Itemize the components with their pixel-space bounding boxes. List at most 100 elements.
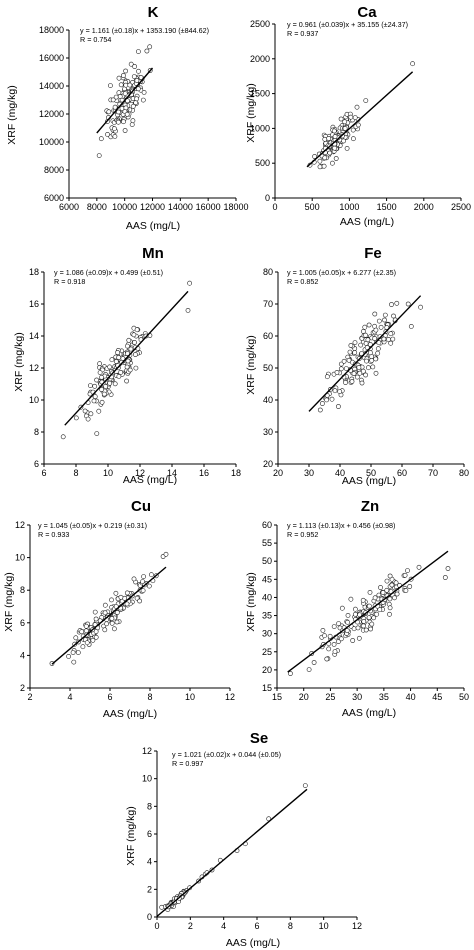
x-tick-label: 8	[288, 921, 293, 931]
data-point	[349, 379, 355, 384]
data-point	[140, 97, 146, 103]
x-tick-label: 14	[167, 468, 177, 478]
data-point	[124, 378, 129, 384]
data-point	[354, 104, 360, 110]
data-point	[187, 280, 192, 286]
data-point	[116, 109, 121, 115]
y-tick-label: 8000	[44, 165, 64, 175]
x-tick-label: 40	[335, 468, 345, 478]
data-point	[366, 615, 372, 620]
data-point	[317, 158, 323, 164]
data-point	[384, 325, 390, 330]
data-point	[365, 365, 371, 371]
y-tick-label: 6	[34, 459, 39, 469]
data-point	[102, 627, 108, 633]
x-tick-label: 15	[272, 692, 282, 702]
x-tick-label: 6	[254, 921, 259, 931]
y-tick-label: 20	[263, 459, 273, 469]
data-point	[351, 371, 357, 376]
data-point	[115, 350, 120, 355]
data-point	[302, 783, 308, 788]
x-tick-label: 2	[27, 692, 32, 702]
data-point	[363, 98, 369, 103]
x-tick-label: 8	[73, 468, 78, 478]
data-point	[112, 381, 118, 387]
data-point	[306, 667, 312, 672]
y-tick-label: 80	[263, 267, 273, 277]
data-point	[324, 374, 330, 380]
data-point	[124, 601, 130, 607]
data-point	[332, 649, 338, 654]
data-point	[102, 610, 108, 616]
data-point	[85, 416, 91, 422]
data-point	[108, 83, 113, 88]
data-point	[123, 68, 128, 74]
y-tick-label: 18	[29, 267, 39, 277]
y-tick-label: 10	[142, 774, 152, 784]
y-tick-label: 12	[15, 520, 25, 530]
x-tick-label: 70	[428, 468, 438, 478]
data-point	[93, 634, 99, 640]
y-axis-label: XRF (mg/kg)	[3, 572, 15, 632]
data-point	[376, 318, 382, 324]
plot-area: 6 8 10 12 14 16 18 6 8 10 12 14 16 18	[29, 267, 241, 478]
data-point	[126, 337, 132, 343]
y-tick-label: 55	[262, 538, 272, 548]
x-tick-label: 60	[397, 468, 407, 478]
data-point	[130, 103, 136, 109]
data-point	[123, 82, 129, 88]
data-point	[125, 343, 130, 349]
data-point	[350, 136, 356, 142]
x-tick-label: 30	[304, 468, 314, 478]
data-point	[135, 49, 141, 54]
fit-equation: y = 0.961 (±0.039)x + 35.155 (±24.37)	[287, 20, 408, 29]
data-point	[125, 98, 130, 104]
data-point	[124, 590, 130, 596]
panel-k: K y = 1.161 (±0.18)x + 1353.190 (±844.62…	[6, 4, 249, 232]
x-tick-label: 35	[379, 692, 389, 702]
data-point	[322, 633, 327, 639]
x-tick-label: 6	[107, 692, 112, 702]
data-point	[339, 605, 345, 611]
y-tick-label: 8	[34, 427, 39, 437]
data-point	[90, 637, 96, 643]
y-tick-label: 6	[147, 829, 152, 839]
data-point	[102, 602, 108, 608]
data-point	[360, 328, 366, 334]
data-point	[80, 644, 86, 650]
regression-line	[308, 295, 422, 412]
data-point	[363, 332, 368, 338]
data-point	[389, 582, 395, 588]
y-tick-label: 70	[263, 299, 273, 309]
y-tick-label: 8	[20, 585, 25, 595]
plot-area: 0 500 1000 1500 2000 2500 0 500 1000 1500 2000 2500	[250, 19, 471, 212]
data-point	[387, 596, 393, 602]
data-point	[125, 358, 131, 364]
data-point	[71, 659, 77, 665]
y-tick-label: 12000	[39, 109, 64, 119]
data-point	[322, 155, 328, 161]
data-point	[185, 307, 191, 313]
data-point	[118, 594, 124, 600]
data-point	[118, 82, 124, 88]
x-tick-label: 25	[325, 692, 335, 702]
data-point	[106, 109, 112, 115]
data-point	[114, 619, 120, 625]
y-tick-label: 15	[262, 683, 272, 693]
y-tick-label: 10000	[39, 137, 64, 147]
data-point	[98, 136, 104, 142]
x-tick-label: 45	[432, 692, 442, 702]
data-point	[362, 324, 368, 330]
data-point	[356, 635, 362, 641]
data-point	[352, 340, 358, 345]
data-point	[332, 145, 338, 151]
data-point	[390, 336, 396, 342]
data-point	[332, 134, 338, 139]
data-point	[376, 340, 382, 346]
data-point	[66, 654, 71, 659]
data-point	[372, 595, 378, 601]
data-point	[410, 61, 415, 67]
x-tick-label: 12	[352, 921, 362, 931]
y-tick-label: 10	[29, 395, 39, 405]
data-point	[375, 346, 381, 352]
